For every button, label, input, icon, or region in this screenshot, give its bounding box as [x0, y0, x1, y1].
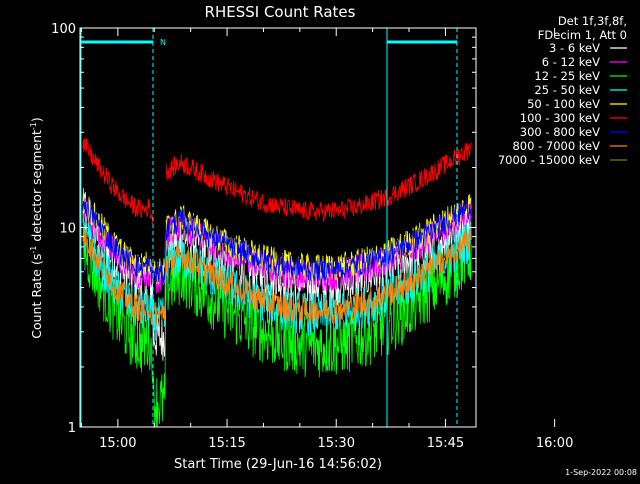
trace-layer — [82, 137, 472, 428]
count-rate-trace — [82, 137, 472, 224]
y-axis-label-end: ) — [29, 117, 44, 122]
night-flag-label: N — [160, 38, 166, 47]
legend-label: 25 - 50 keV — [534, 83, 600, 97]
y-axis-label-sup2: -1 — [29, 122, 38, 130]
y-axis-label-main: Count Rate (s — [29, 254, 44, 339]
axes-layer: 15:0015:1515:3015:4516:0016:1516:3011010… — [51, 22, 573, 451]
y-tick-label: 1 — [68, 421, 76, 436]
x-tick-label: 15:30 — [318, 436, 355, 451]
timestamp: 1-Sep-2022 00:08 — [565, 468, 637, 477]
legend-label: 6 - 12 keV — [542, 55, 600, 69]
legend-label: 12 - 25 keV — [534, 69, 600, 83]
legend-label: 7000 - 15000 keV — [498, 153, 600, 167]
legend-label: 50 - 100 keV — [527, 97, 600, 111]
legend-label: 100 - 300 keV — [520, 111, 600, 125]
legend-label: 300 - 800 keV — [520, 125, 600, 139]
chart-title: RHESSI Count Rates — [205, 3, 356, 21]
x-axis-label: Start Time (29-Jun-16 14:56:02) — [174, 457, 382, 472]
legend: Det 1f,3f,8f, FDecim 1, Att 0 3 - 6 keV6… — [498, 14, 627, 167]
legend-header-line2: FDecim 1, Att 0 — [538, 28, 627, 42]
y-axis-label-mid: detector segment — [29, 130, 44, 246]
x-tick-label: 15:45 — [427, 436, 464, 451]
y-tick-label: 10 — [59, 222, 76, 237]
x-tick-label: 16:00 — [536, 436, 573, 451]
x-tick-label: 15:00 — [99, 436, 136, 451]
count-rate-trace — [82, 213, 472, 428]
count-rate-trace — [82, 224, 472, 329]
y-axis-label-sup1: -1 — [29, 246, 38, 254]
count-rate-trace — [82, 198, 472, 285]
y-tick-label: 100 — [51, 22, 76, 37]
legend-label: 800 - 7000 keV — [512, 139, 600, 153]
legend-label: 3 - 6 keV — [549, 41, 600, 55]
x-tick-label: 15:15 — [208, 436, 245, 451]
legend-header-line1: Det 1f,3f,8f, — [558, 14, 627, 28]
y-axis-label: Count Rate (s-1 detector segment-1) — [29, 117, 44, 339]
overlay-layer: N — [80, 28, 458, 427]
